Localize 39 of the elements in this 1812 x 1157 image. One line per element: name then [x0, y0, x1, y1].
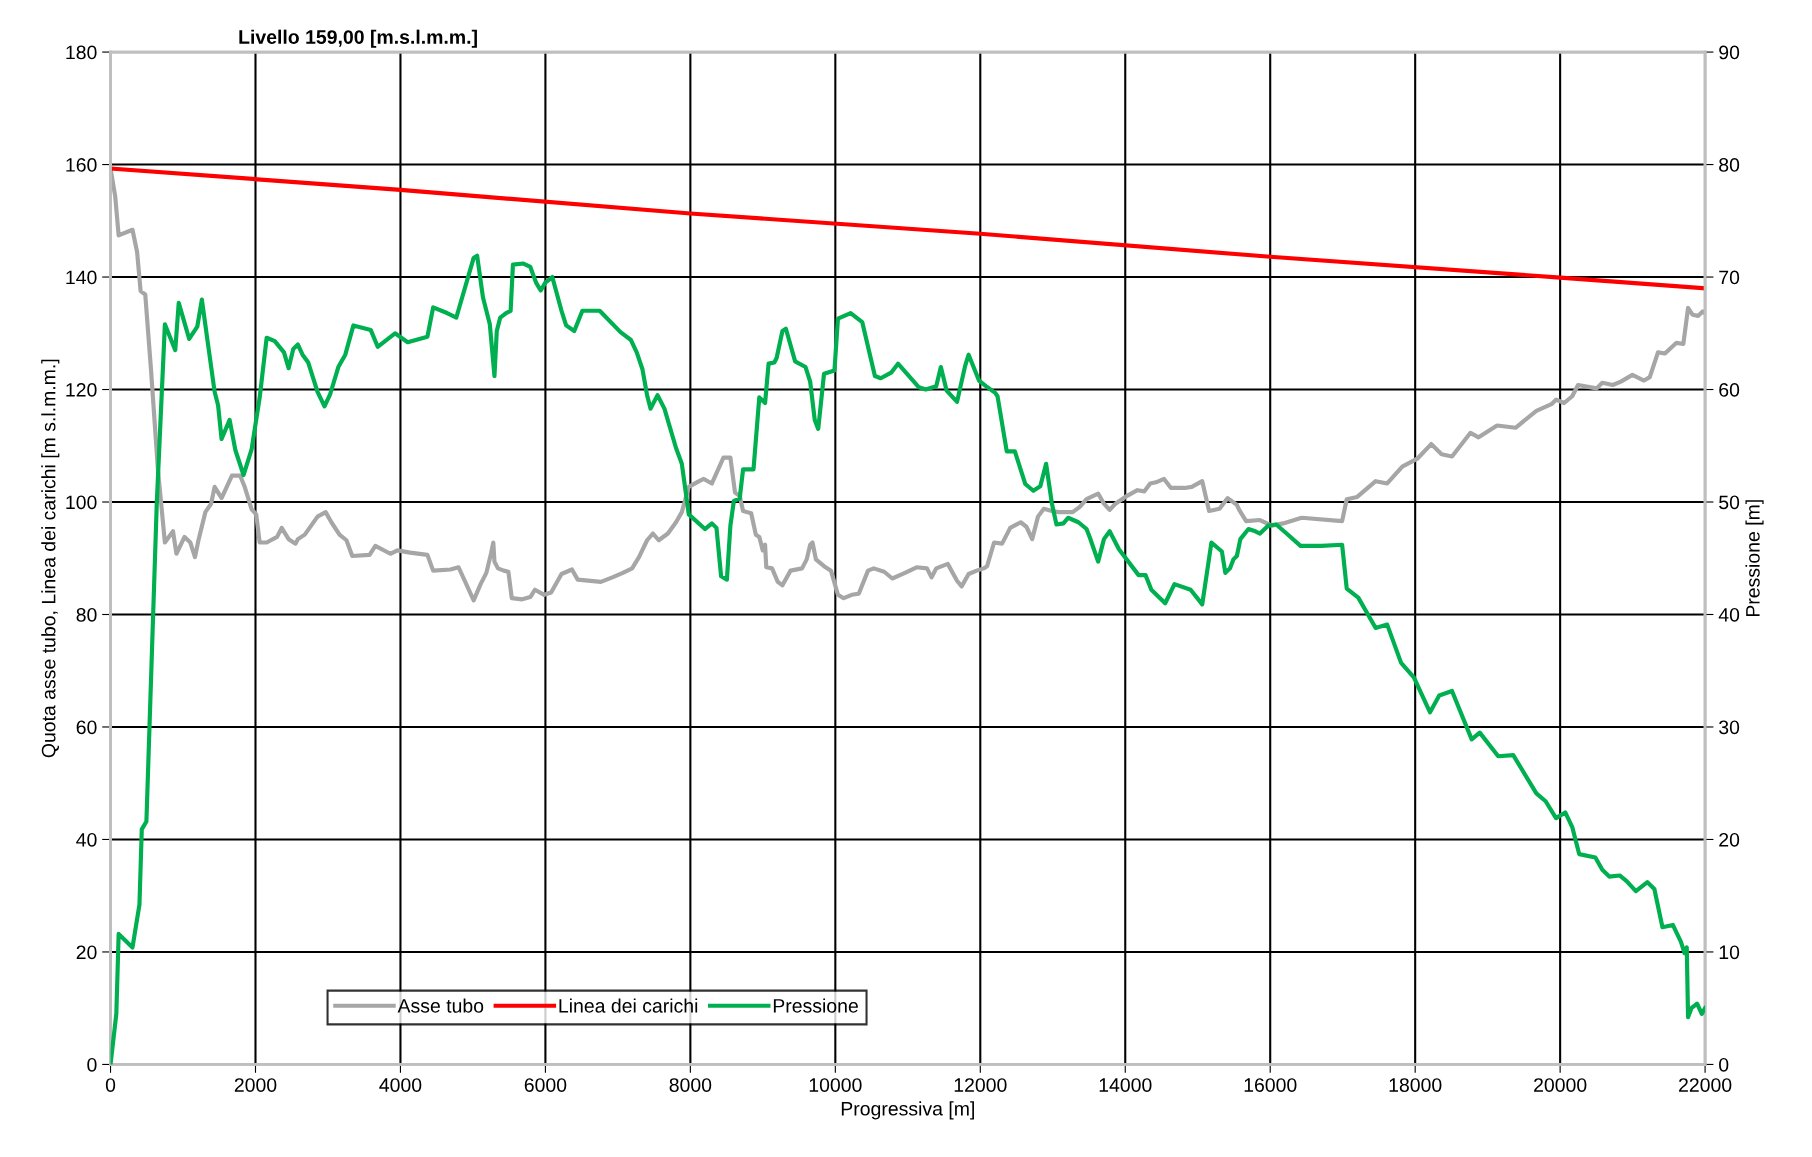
y2-tick-label: 60 [1719, 382, 1740, 397]
y-tick-label: 40 [76, 832, 97, 847]
x-tick-label: 20000 [1534, 1078, 1587, 1092]
y-tick-label: 120 [66, 382, 97, 397]
chart-title: Livello 159,00 [m.s.l.m.m.] [239, 29, 477, 48]
x-axis-title: Progressiva [m] [841, 1101, 974, 1120]
y-tick-label: 180 [66, 45, 97, 60]
y2-tick-label: 90 [1719, 45, 1740, 60]
y2-tick-label: 80 [1719, 158, 1740, 172]
x-tick-label: 12000 [954, 1078, 1007, 1092]
y2-tick-label: 20 [1719, 832, 1740, 847]
y2-tick-label: 50 [1719, 495, 1740, 510]
legend-label: Pressione [773, 998, 858, 1013]
y-tick-label: 20 [76, 945, 97, 960]
x-tick-label: 0 [105, 1078, 116, 1092]
x-tick-label: 18000 [1389, 1078, 1442, 1092]
x-tick-label: 16000 [1244, 1078, 1297, 1092]
legend-label: Asse tubo [397, 998, 484, 1013]
y-tick-label: 80 [76, 607, 97, 622]
y-tick-label: 160 [66, 158, 97, 172]
y2-tick-label: 70 [1719, 270, 1740, 285]
y2-tick-label: 40 [1718, 607, 1740, 622]
y-tick-label: 0 [87, 1057, 97, 1072]
y2-tick-label: 0 [1719, 1057, 1729, 1072]
y2-tick-label: 30 [1719, 720, 1740, 735]
y2-axis-title: Pressione [m] [1745, 500, 1764, 617]
x-tick-label: 2000 [234, 1078, 277, 1092]
x-tick-label: 10000 [809, 1078, 862, 1092]
y-tick-label: 100 [66, 495, 97, 510]
legend-label: Linea dei carichi [559, 998, 698, 1013]
y2-tick-label: 10 [1719, 945, 1740, 960]
y-tick-label: 140 [66, 270, 97, 285]
x-tick-label: 8000 [669, 1078, 712, 1092]
x-tick-label: 22000 [1679, 1078, 1732, 1092]
x-tick-label: 6000 [524, 1078, 567, 1092]
y-axis-title: Quota asse tubo, Linea dei carichi [m s.l.m.m.] [41, 359, 60, 758]
y-tick-label: 60 [76, 720, 97, 735]
x-tick-label: 4000 [379, 1078, 422, 1092]
x-tick-label: 14000 [1099, 1078, 1152, 1092]
